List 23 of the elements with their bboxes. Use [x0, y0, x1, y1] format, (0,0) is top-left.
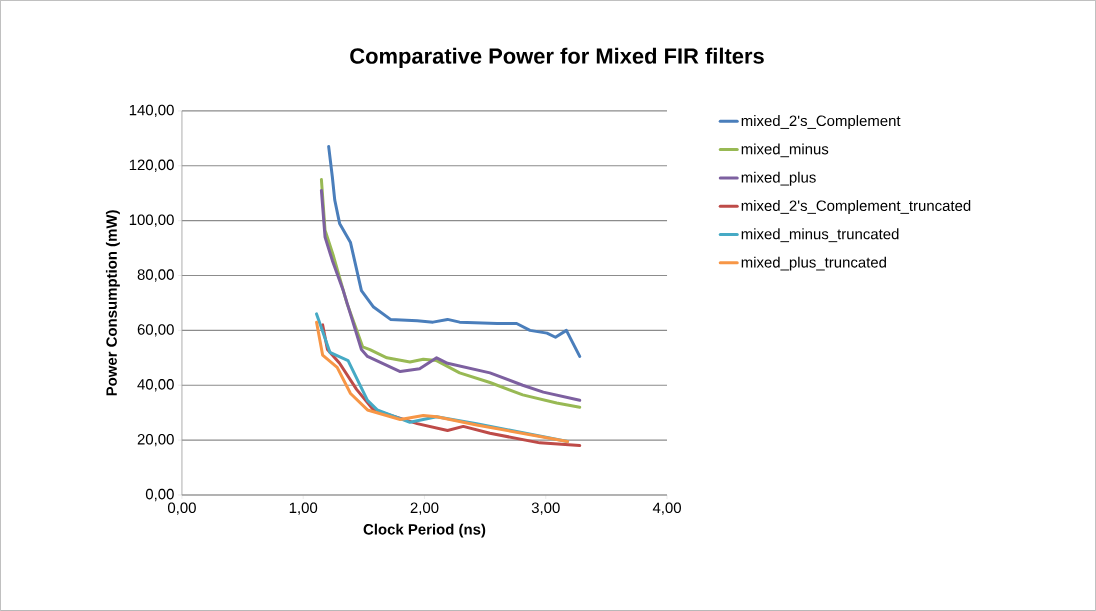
y-tick-label: 0,00 [145, 488, 174, 502]
x-tick-label: 1,00 [289, 502, 318, 515]
legend-label: mixed_2's_Complement_truncated [741, 200, 971, 214]
x-tick-label: 0,00 [167, 502, 196, 515]
legend-label: mixed_2's_Complement [741, 115, 901, 130]
x-axis-title: Clock Period (ns) [363, 523, 486, 538]
y-tick-label: 60,00 [137, 324, 174, 337]
legend-label: mixed_minus_truncated [741, 228, 899, 243]
y-axis-title: Power Consumption (mW) [105, 210, 120, 396]
y-tick-label: 140,00 [129, 104, 174, 118]
y-tick-label: 80,00 [137, 269, 174, 282]
y-tick-label: 120,00 [129, 159, 174, 172]
legend-label: mixed_plus_truncated [741, 256, 886, 271]
y-tick-label: 100,00 [129, 214, 174, 227]
y-tick-label: 20,00 [137, 433, 174, 447]
legend-label: mixed_plus [741, 171, 816, 186]
y-tick-label: 40,00 [137, 379, 174, 392]
x-tick-label: 2,00 [410, 502, 439, 515]
x-tick-label: 3,00 [531, 502, 560, 515]
x-tick-label: 4,00 [652, 502, 681, 515]
line-series [327, 145, 582, 358]
legend-label: mixed_minus [741, 143, 829, 158]
chart-title: Comparative Power for Mixed FIR filters [350, 47, 764, 69]
